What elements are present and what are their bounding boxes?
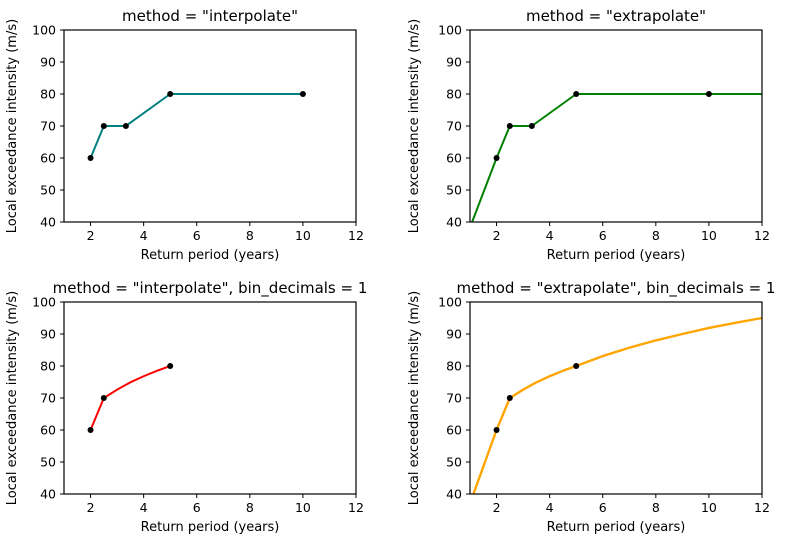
chart-method-interpolate: method = "interpolate" 2 4 6 8 10 12 40 50 60 70 80… bbox=[5, 7, 364, 263]
x-tick-label: 8 bbox=[652, 228, 660, 243]
x-tick-label: 12 bbox=[754, 228, 770, 243]
y-axis-label: Local exceedance intensity (m/s) bbox=[5, 19, 20, 233]
x-tick-label: 12 bbox=[348, 500, 364, 515]
x-tick-label: 4 bbox=[546, 500, 554, 515]
y-tick-label: 50 bbox=[446, 455, 462, 470]
x-tick-label: 12 bbox=[348, 228, 364, 243]
x-tick-label: 2 bbox=[87, 228, 95, 243]
y-tick-label: 60 bbox=[40, 423, 56, 438]
data-point-marker bbox=[100, 395, 107, 401]
y-tick-label: 80 bbox=[40, 87, 56, 102]
x-tick-label: 6 bbox=[599, 228, 607, 243]
y-tick-label: 80 bbox=[446, 87, 462, 102]
chart-method-extrapolate-bin-decimals: method = "extrapolate", bin_decimals = 1… bbox=[407, 279, 776, 535]
x-axis-label: Return period (years) bbox=[547, 248, 686, 263]
x-tick-label: 2 bbox=[493, 500, 501, 515]
data-point-marker bbox=[493, 427, 500, 433]
data-point-marker bbox=[167, 91, 174, 97]
series-line bbox=[471, 93, 762, 223]
y-tick-label: 90 bbox=[40, 55, 56, 70]
subplot-method-extrapolate: method = "extrapolate" 2 4 6 8 10 12 40 50 60 70 80… bbox=[402, 0, 805, 272]
data-point-marker bbox=[573, 363, 580, 369]
data-point-marker bbox=[87, 427, 94, 433]
y-tick-label: 40 bbox=[40, 215, 56, 230]
y-axis-label: Local exceedance intensity (m/s) bbox=[5, 291, 20, 505]
y-tick-label: 60 bbox=[446, 151, 462, 166]
chart-method-interpolate-bin-decimals: method = "interpolate", bin_decimals = 1… bbox=[5, 279, 368, 535]
y-tick-label: 70 bbox=[40, 391, 56, 406]
chart-method-extrapolate: method = "extrapolate" 2 4 6 8 10 12 40 50 60 70 80… bbox=[407, 7, 770, 263]
y-tick-label: 50 bbox=[40, 183, 56, 198]
y-tick-label: 50 bbox=[446, 183, 462, 198]
x-tick-label: 10 bbox=[701, 500, 717, 515]
x-tick-label: 4 bbox=[140, 228, 148, 243]
y-tick-label: 40 bbox=[40, 487, 56, 502]
data-point-marker bbox=[167, 363, 174, 369]
x-tick-label: 12 bbox=[754, 500, 770, 515]
x-tick-label: 10 bbox=[295, 500, 311, 515]
axes-spines bbox=[469, 301, 763, 495]
x-axis-label: Return period (years) bbox=[547, 520, 686, 535]
y-tick-label: 50 bbox=[40, 455, 56, 470]
y-tick-label: 90 bbox=[446, 55, 462, 70]
data-point-marker bbox=[100, 123, 107, 129]
subplot-title: method = "extrapolate", bin_decimals = 1 bbox=[457, 279, 776, 298]
x-tick-label: 6 bbox=[599, 500, 607, 515]
y-tick-label: 70 bbox=[446, 391, 462, 406]
x-axis-label: Return period (years) bbox=[141, 520, 280, 535]
y-tick-label: 40 bbox=[446, 487, 462, 502]
subplot-method-interpolate: method = "interpolate" 2 4 6 8 10 12 40 50 60 70 80… bbox=[0, 0, 402, 272]
data-point-marker bbox=[506, 123, 513, 129]
y-tick-label: 70 bbox=[446, 119, 462, 134]
x-tick-label: 2 bbox=[87, 500, 95, 515]
x-tick-label: 10 bbox=[295, 228, 311, 243]
axes-spines bbox=[469, 29, 763, 223]
data-point-marker bbox=[528, 123, 535, 129]
x-tick-label: 10 bbox=[701, 228, 717, 243]
x-tick-label: 8 bbox=[246, 228, 254, 243]
y-axis-label: Local exceedance intensity (m/s) bbox=[407, 19, 422, 233]
x-tick-label: 8 bbox=[246, 500, 254, 515]
y-tick-label: 60 bbox=[446, 423, 462, 438]
y-tick-label: 100 bbox=[438, 295, 462, 310]
subplot-method-interpolate-bin-decimals: method = "interpolate", bin_decimals = 1… bbox=[0, 272, 402, 545]
y-tick-label: 80 bbox=[446, 359, 462, 374]
x-tick-label: 4 bbox=[140, 500, 148, 515]
y-tick-label: 40 bbox=[446, 215, 462, 230]
plot-area bbox=[64, 302, 356, 494]
axes-spines bbox=[63, 301, 357, 495]
y-tick-label: 60 bbox=[40, 151, 56, 166]
x-tick-label: 4 bbox=[546, 228, 554, 243]
plot-area bbox=[470, 302, 762, 494]
x-tick-label: 6 bbox=[193, 228, 201, 243]
data-point-marker bbox=[705, 91, 712, 97]
subplot-title: method = "interpolate" bbox=[122, 7, 298, 25]
y-tick-label: 100 bbox=[438, 23, 462, 38]
x-tick-label: 8 bbox=[652, 500, 660, 515]
x-tick-label: 6 bbox=[193, 500, 201, 515]
subplot-method-extrapolate-bin-decimals: method = "extrapolate", bin_decimals = 1… bbox=[402, 272, 805, 545]
y-tick-label: 90 bbox=[446, 327, 462, 342]
y-axis-label: Local exceedance intensity (m/s) bbox=[407, 291, 422, 505]
y-tick-label: 70 bbox=[40, 119, 56, 134]
data-point-marker bbox=[573, 91, 580, 97]
data-point-marker bbox=[122, 123, 129, 129]
y-tick-label: 100 bbox=[32, 295, 56, 310]
data-point-marker bbox=[87, 155, 94, 161]
axes-spines bbox=[63, 29, 357, 223]
x-tick-label: 2 bbox=[493, 228, 501, 243]
subplot-title: method = "interpolate", bin_decimals = 1 bbox=[53, 279, 368, 298]
subplot-title: method = "extrapolate" bbox=[526, 7, 706, 25]
data-point-marker bbox=[299, 91, 306, 97]
x-axis-label: Return period (years) bbox=[141, 248, 280, 263]
y-tick-label: 80 bbox=[40, 359, 56, 374]
data-point-marker bbox=[493, 155, 500, 161]
data-point-marker bbox=[506, 395, 513, 401]
y-tick-label: 90 bbox=[40, 327, 56, 342]
y-tick-label: 100 bbox=[32, 23, 56, 38]
